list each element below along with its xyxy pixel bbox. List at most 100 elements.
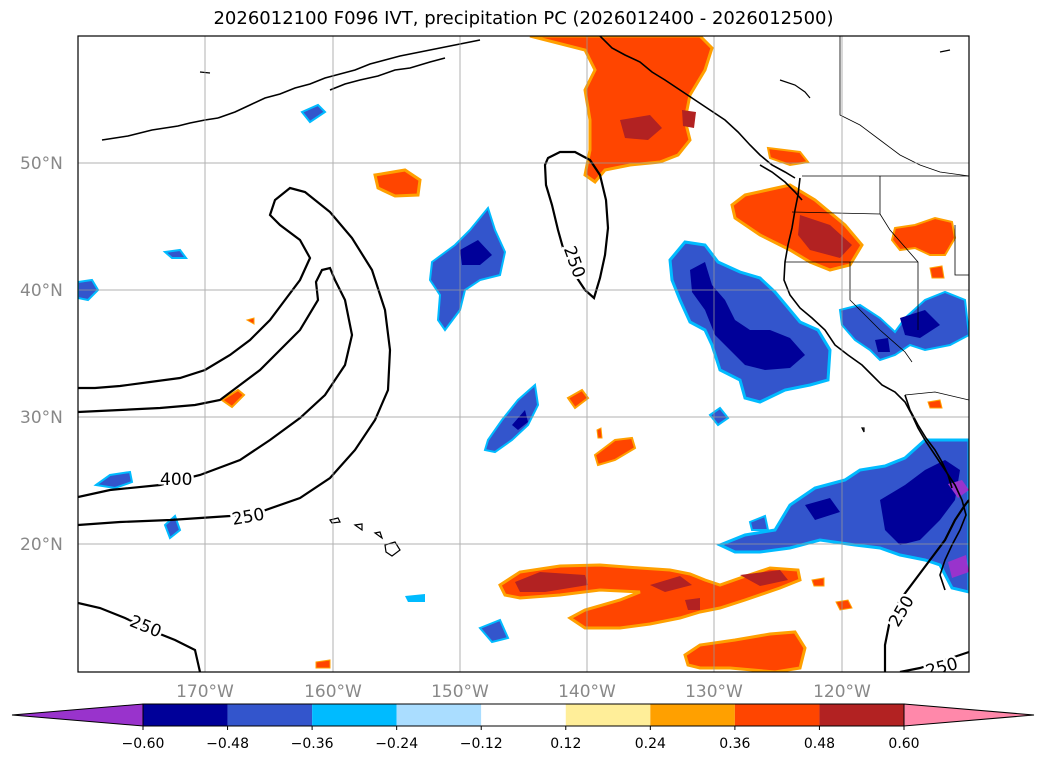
anomaly-small-tiny [245,317,255,325]
anomaly-tropical-core3 [740,570,788,586]
island-hawaii-3 [373,531,384,540]
anomaly-150w-core [460,240,492,265]
anomaly-offshore-core [690,262,805,370]
map-frame [77,35,970,673]
colorbar-segment [481,704,566,726]
anomaly-subtropical-core2 [805,498,840,520]
contour-250-se-corner [899,650,969,672]
coast-se-alaska [599,36,796,179]
colorbar-tick-label: 0.36 [719,736,750,752]
border-wa-or [791,211,881,215]
island-hawaii-big [384,541,401,557]
colorbar-segment [734,704,820,726]
coast-aleutians [101,117,219,141]
border-east [954,225,969,276]
island-hawaii-2 [353,523,363,532]
island-guadalupe [861,427,865,433]
anomaly-tropical-core4 [685,598,700,610]
colorbar-tick-label: 0.60 [888,736,919,752]
contour-250-mexico [883,499,969,672]
colorbar-segment [312,704,397,726]
contour-250-hook [78,186,392,527]
anomaly-socal-core2 [875,338,890,352]
island-aleut-4 [779,79,811,99]
colorbar-segment [819,704,904,726]
lon-label-140w: 140°W [558,682,616,702]
colorbar-tick-label: 0.24 [635,736,666,752]
anomaly-socal-core [900,310,940,338]
map-title: 2026012100 F096 IVT, precipitation PC (2… [213,8,834,29]
colorbar-tick-label: −0.60 [122,736,165,752]
anomaly-small-820 [811,577,825,587]
anomaly-subtropical-core [880,460,960,545]
anomaly-410 [405,594,425,602]
coast-alaska-south [329,57,446,91]
colorbar-tick-label: −0.24 [375,736,418,752]
coast-west-us [783,177,926,441]
anomaly-168w [220,388,246,409]
anomaly-145w-core [512,410,528,430]
colorbar-segment [227,704,313,726]
contour-label-400: 400 [160,470,192,490]
anomaly-npac-small [373,168,422,198]
anomaly-small-940 [929,265,945,279]
border-bc-alaska [839,36,969,177]
latitude-labels: 50°N 40°N 30°N 20°N [20,154,63,555]
anomaly-mexico-purple [948,480,969,498]
map-content: 250 400 250 250 250 250 [78,36,969,672]
anomaly-140w-b [593,436,637,467]
colorbar-segment [650,704,735,726]
lat-label-40n: 40°N [20,281,63,301]
coastlines [101,36,967,591]
anomaly-25n-170w [93,470,134,490]
anomaly-150w [428,205,507,332]
anomaly-small-170w [162,248,188,259]
positive-anomaly-fields [220,36,957,672]
borders [785,36,969,401]
contour-250-southwest [78,601,202,672]
gridlines [78,36,969,672]
islands [199,49,951,557]
lat-label-50n: 50°N [20,154,63,174]
anomaly-bc-core [620,115,662,140]
island-hawaii-1 [329,517,341,524]
anomaly-495 [478,618,510,644]
anomaly-small-840 [835,599,853,611]
anomaly-145w [483,383,540,454]
anomaly-140w-a [566,388,590,410]
coast-alaska-peninsula [217,39,481,119]
lon-label-130w: 130°W [685,682,743,702]
colorbar: −0.60 −0.48 −0.36 −0.24 −0.12 0.12 0.24 0.36 0.4… [11,703,1035,752]
negative-anomaly-fields [78,103,969,644]
lat-label-30n: 30°N [20,408,63,428]
border-us-mexico [904,391,969,401]
colorbar-segment [396,704,482,726]
anomaly-small-320 [315,659,331,669]
contour-400-hook [78,266,354,499]
anomaly-bc-core2 [682,110,696,128]
lon-label-160w: 160°W [304,682,362,702]
colorbar-extend-high [903,703,1035,727]
colorbar-extend-low [11,703,144,727]
colorbar-segment [143,704,228,726]
anomaly-mexico-purple2 [948,555,969,578]
anomaly-oregon-core [798,215,852,258]
lon-label-170w: 170°W [176,682,234,702]
anomaly-small-north [300,103,327,124]
anomaly-idaho [890,216,957,256]
lat-label-20n: 20°N [20,535,63,555]
anomaly-bc-coast [529,36,714,185]
anomaly-tropical-core1 [515,572,588,592]
coast-mexico [924,439,967,591]
border-nv-ca [849,262,913,363]
longitude-labels: 170°W 160°W 150°W 140°W 130°W 120°W [176,682,871,702]
lon-label-120w: 120°W [813,682,871,702]
colorbar-tick-label: −0.36 [291,736,334,752]
border-id [879,176,919,330]
lon-label-150w: 150°W [431,682,489,702]
anomaly-140w-c [596,427,603,439]
anomaly-tropical-south [683,630,807,672]
colorbar-tick-label: −0.12 [460,736,503,752]
anomaly-subtropical [716,438,969,594]
